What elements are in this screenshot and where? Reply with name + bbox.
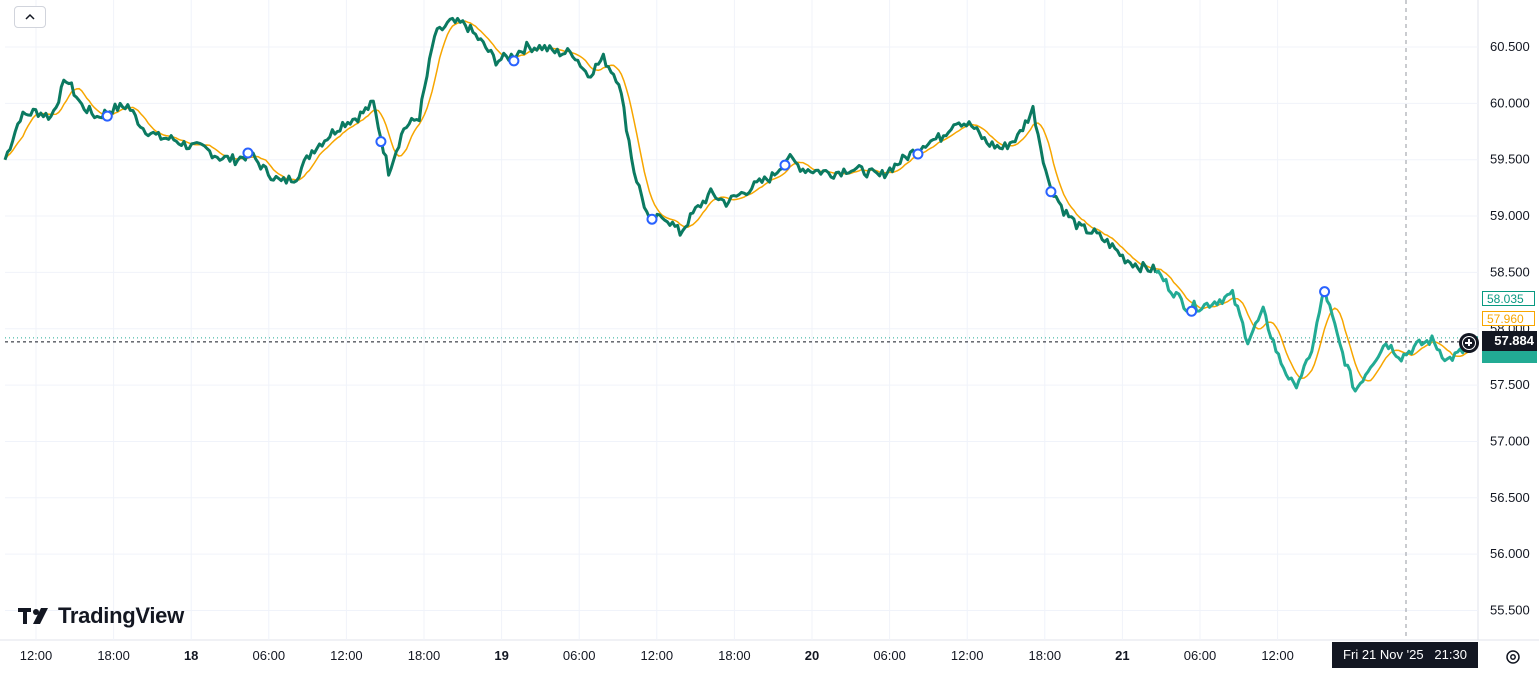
event-marker[interactable] (101, 110, 113, 122)
tradingview-logo: TradingView (18, 603, 184, 629)
x-tick-label: 12:00 (641, 648, 674, 663)
collapse-panel-button[interactable] (14, 6, 46, 28)
crosshair-date: Fri 21 Nov '25 (1343, 647, 1424, 662)
tradingview-logo-icon (18, 608, 48, 624)
x-tick-label: 18:00 (1029, 648, 1062, 663)
moving-average-line (4, 20, 1479, 382)
x-tick-label: 12:00 (20, 648, 53, 663)
y-tick-label: 55.500 (1490, 603, 1530, 618)
event-marker[interactable] (375, 136, 387, 148)
plus-icon (1462, 336, 1476, 350)
series-layer (3, 16, 1479, 393)
event-marker[interactable] (912, 148, 924, 160)
y-tick-label: 60.000 (1490, 95, 1530, 110)
x-tick-label: 18:00 (718, 648, 751, 663)
y-axis: 60.50060.00059.50059.00058.50058.00057.5… (1490, 39, 1530, 618)
x-tick-label: 18:00 (97, 648, 130, 663)
x-tick-label: 21 (1115, 648, 1129, 663)
crosshair-hour: 21:30 (1434, 647, 1467, 662)
event-marker[interactable] (646, 213, 658, 225)
x-tick-label: 12:00 (951, 648, 984, 663)
y-tick-label: 59.500 (1490, 152, 1530, 167)
x-tick-label: 06:00 (873, 648, 906, 663)
add-alert-button[interactable] (1459, 333, 1479, 353)
x-tick-label: 19 (494, 648, 508, 663)
y-tick-label: 56.500 (1490, 490, 1530, 505)
x-tick-label: 20 (805, 648, 819, 663)
price-badge-teal: 58.035 (1482, 291, 1535, 306)
tradingview-logo-text: TradingView (58, 603, 184, 628)
gear-icon (1506, 650, 1520, 664)
event-marker[interactable] (1186, 305, 1198, 317)
event-marker[interactable] (1319, 286, 1331, 298)
y-tick-label: 59.000 (1490, 208, 1530, 223)
price-badge-orange: 57.960 (1482, 311, 1535, 326)
x-tick-label: 12:00 (1261, 648, 1294, 663)
event-marker[interactable] (1045, 186, 1057, 198)
y-tick-label: 60.500 (1490, 39, 1530, 54)
price-line-main (3, 16, 1158, 274)
event-marker[interactable] (779, 159, 791, 171)
event-markers (101, 55, 1331, 317)
y-tick-label: 57.500 (1490, 377, 1530, 392)
x-tick-label: 18 (184, 648, 198, 663)
x-axis: 12:00 18:00 18 06:00 12:00 18:00 19 06:00 12:00 1… (20, 648, 1294, 663)
x-tick-label: 06:00 (253, 648, 286, 663)
y-tick-label: 58.500 (1490, 264, 1530, 279)
y-tick-label: 56.000 (1490, 546, 1530, 561)
x-tick-label: 06:00 (1184, 648, 1217, 663)
crosshair-time-label: Fri 21 Nov '25 21:30 (1332, 642, 1478, 668)
event-marker[interactable] (508, 55, 520, 67)
last-price-label: 57.884 (1482, 331, 1537, 351)
event-marker[interactable] (242, 147, 254, 159)
chevron-up-icon (25, 13, 35, 20)
x-tick-label: 12:00 (330, 648, 363, 663)
chart-grid (0, 0, 1539, 641)
x-tick-label: 18:00 (408, 648, 441, 663)
chart-settings-button[interactable] (1502, 646, 1524, 668)
price-line-recent (1154, 269, 1478, 393)
x-tick-label: 06:00 (563, 648, 596, 663)
y-tick-label: 57.000 (1490, 433, 1530, 448)
